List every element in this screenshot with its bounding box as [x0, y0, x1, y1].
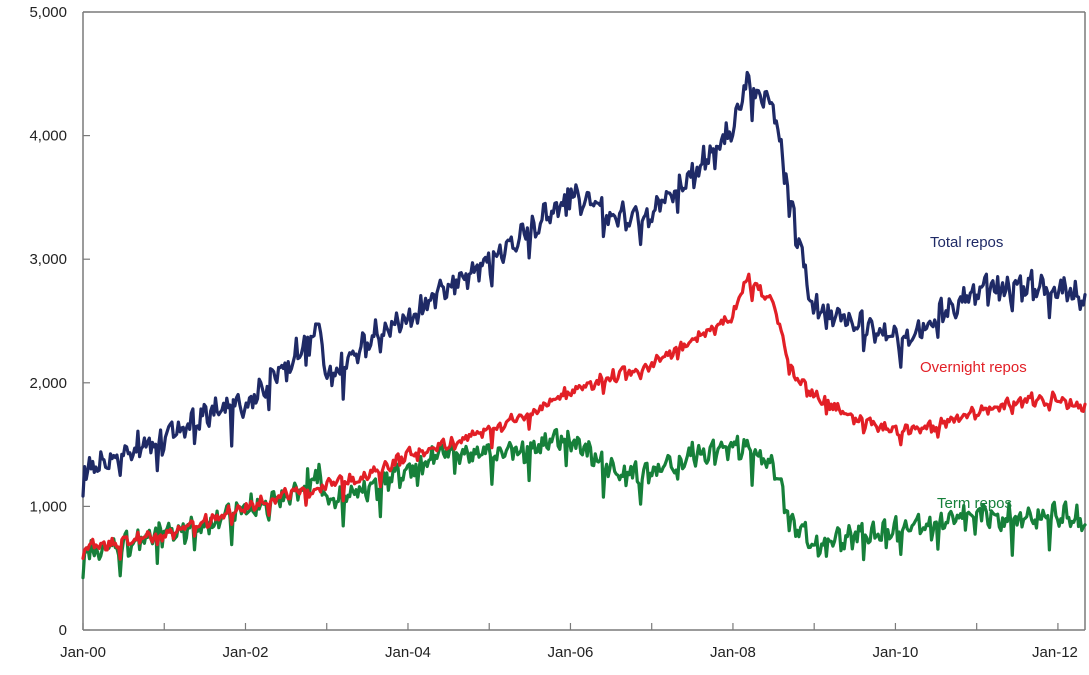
x-tick-label: Jan-10 [872, 644, 918, 661]
series-line-total-repos [81, 70, 1087, 498]
series-lines [81, 70, 1087, 580]
series-label-overnight-repos: Overnight repos [920, 359, 1027, 376]
series-label-term-repos: Term repos [937, 495, 1012, 512]
tick-marks [82, 11, 1059, 631]
series-line-overnight-repos [81, 272, 1087, 561]
y-tick-label: 3,000 [29, 251, 67, 268]
y-tick-label: 2,000 [29, 375, 67, 392]
y-tick-label: 0 [59, 622, 67, 639]
y-tick-label: 5,000 [29, 4, 67, 21]
y-tick-label: 1,000 [29, 498, 67, 515]
x-tick-label: Jan-12 [1032, 644, 1078, 661]
tick-labels: 0 1,000 2,000 3,000 4,000 5,000 Jan-00 Jan-02 Ja… [29, 4, 1077, 661]
x-tick-label: Jan-00 [60, 644, 106, 661]
series-label-total-repos: Total repos [930, 234, 1003, 251]
series-labels: Total repos Overnight repos Term repos [920, 234, 1027, 512]
y-tick-label: 4,000 [29, 128, 67, 145]
x-tick-label: Jan-06 [548, 644, 594, 661]
x-tick-label: Jan-08 [710, 644, 756, 661]
x-tick-label: Jan-02 [223, 644, 269, 661]
series-line-term-repos [81, 427, 1087, 580]
x-tick-label: Jan-04 [385, 644, 431, 661]
